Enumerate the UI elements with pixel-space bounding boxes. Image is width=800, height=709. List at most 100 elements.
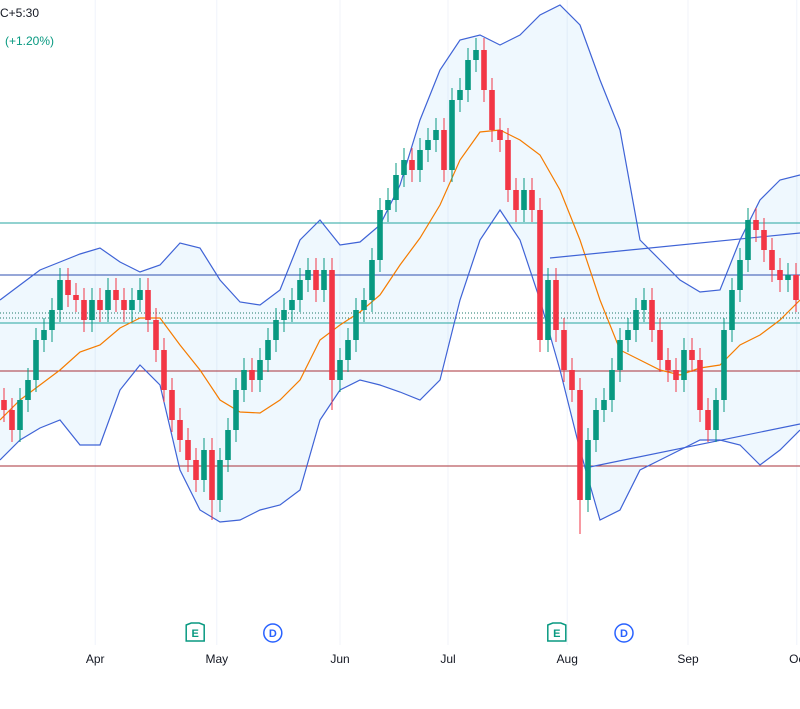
candle-body [185, 440, 191, 460]
candle-body [577, 390, 583, 500]
candle-body [25, 380, 31, 400]
candle-body [49, 310, 55, 330]
x-tick-label: Apr [86, 652, 105, 666]
candle-body [265, 340, 271, 360]
candle-body [617, 340, 623, 370]
candle-body [297, 280, 303, 300]
candle-body [409, 160, 415, 170]
candle-body [585, 440, 591, 500]
candle-body [161, 350, 167, 390]
candle-body [329, 270, 335, 380]
candle-body [425, 140, 431, 150]
event-icon [614, 623, 634, 643]
x-tick-label: May [205, 652, 228, 666]
candle-body [73, 295, 79, 300]
candle-body [737, 260, 743, 290]
candle-body [273, 320, 279, 340]
x-tick-label: Oc [789, 652, 800, 666]
candle-body [41, 330, 47, 340]
candle-body [601, 400, 607, 410]
candle-body [457, 90, 463, 100]
candle-body [209, 450, 215, 500]
event-icon [185, 622, 205, 642]
lower-band [0, 208, 800, 523]
candle-body [177, 420, 183, 440]
candle-body [481, 50, 487, 90]
candle-body [649, 300, 655, 330]
candle-body [721, 330, 727, 400]
candle-body [713, 400, 719, 430]
trend-line [549, 232, 800, 259]
candle-body [17, 400, 23, 430]
x-tick-label: Jul [440, 652, 455, 666]
candle-body [145, 290, 151, 320]
event-icon [547, 622, 567, 642]
candle-body [313, 270, 319, 290]
candle-body [553, 280, 559, 330]
candle-body [89, 300, 95, 320]
candle-body [449, 100, 455, 170]
candle-body [761, 230, 767, 250]
candle-body [305, 270, 311, 280]
candle-body [289, 300, 295, 310]
candle-body [217, 460, 223, 500]
candle-body [665, 360, 671, 370]
candle-body [513, 190, 519, 210]
x-tick-label: Jun [330, 652, 349, 666]
candle-body [521, 190, 527, 210]
candle-body [625, 330, 631, 340]
candle-body [105, 290, 111, 310]
candle-body [281, 310, 287, 320]
candle-body [65, 280, 71, 295]
candle-body [633, 310, 639, 330]
candle-body [321, 270, 327, 290]
candle-body [785, 275, 791, 280]
candle-body [569, 370, 575, 390]
candle-body [249, 370, 255, 380]
candle-body [545, 280, 551, 340]
candle-body [257, 360, 263, 380]
candle-body [241, 370, 247, 390]
candle-body [593, 410, 599, 440]
event-label: D [269, 628, 277, 640]
candle-body [441, 130, 447, 170]
candle-body [153, 320, 159, 350]
event-label: E [553, 628, 560, 640]
band-fill [0, 5, 800, 522]
candle-body [225, 430, 231, 460]
candle-body [81, 300, 87, 320]
candle-body [57, 280, 63, 310]
candle-body [705, 410, 711, 430]
candle-body [129, 300, 135, 310]
candle-body [489, 90, 495, 130]
candle-body [753, 220, 759, 230]
candle-body [33, 340, 39, 380]
candle-body [193, 460, 199, 480]
candle-body [777, 270, 783, 280]
candle-body [497, 130, 503, 140]
candle-body [673, 370, 679, 380]
candle-body [137, 290, 143, 300]
candle-body [641, 300, 647, 310]
candle-body [169, 390, 175, 420]
candle-body [561, 330, 567, 370]
candle-body [401, 160, 407, 175]
event-label: D [620, 628, 628, 640]
candle-body [369, 260, 375, 300]
candle-body [393, 175, 399, 200]
candle-body [377, 210, 383, 260]
candle-body [345, 340, 351, 360]
candle-body [337, 360, 343, 380]
candle-body [465, 60, 471, 90]
candle-body [729, 290, 735, 330]
trend-line [584, 423, 800, 469]
candle-body [609, 370, 615, 400]
candle-body [361, 300, 367, 310]
candle-body [353, 310, 359, 340]
candle-body [417, 150, 423, 170]
candle-body [113, 290, 119, 300]
change: (+1.20%) [5, 34, 54, 48]
x-tick-label: Aug [557, 652, 578, 666]
